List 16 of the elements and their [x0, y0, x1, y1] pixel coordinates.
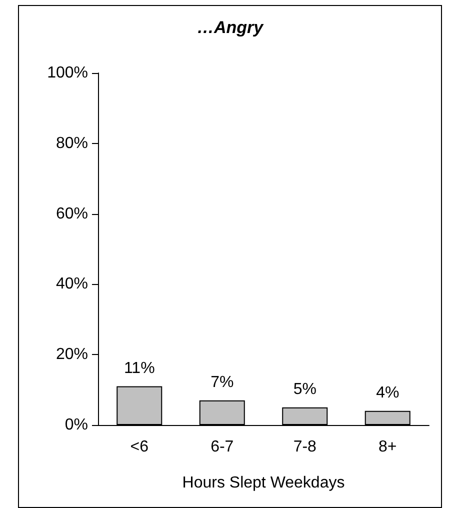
y-tick-label: 20% — [56, 346, 88, 364]
data-label: 4% — [376, 384, 400, 402]
y-tick-label: 40% — [56, 276, 88, 293]
data-label: 7% — [210, 374, 234, 391]
x-tick-label: 8+ — [378, 438, 397, 456]
x-tick-label: <6 — [130, 438, 149, 456]
x-tick-label: 6-7 — [210, 438, 234, 456]
x-tick-label: 7-8 — [293, 438, 317, 456]
data-label: 5% — [293, 380, 316, 398]
data-label: 11% — [124, 360, 155, 377]
y-tick-label: 60% — [56, 205, 88, 222]
x-axis-title: Hours Slept Weekdays — [182, 474, 345, 492]
chart-title: …Angry — [196, 18, 265, 37]
y-tick-label: 100% — [47, 64, 88, 82]
y-tick-label: 0% — [64, 416, 88, 434]
y-tick-label: 80% — [56, 134, 88, 152]
